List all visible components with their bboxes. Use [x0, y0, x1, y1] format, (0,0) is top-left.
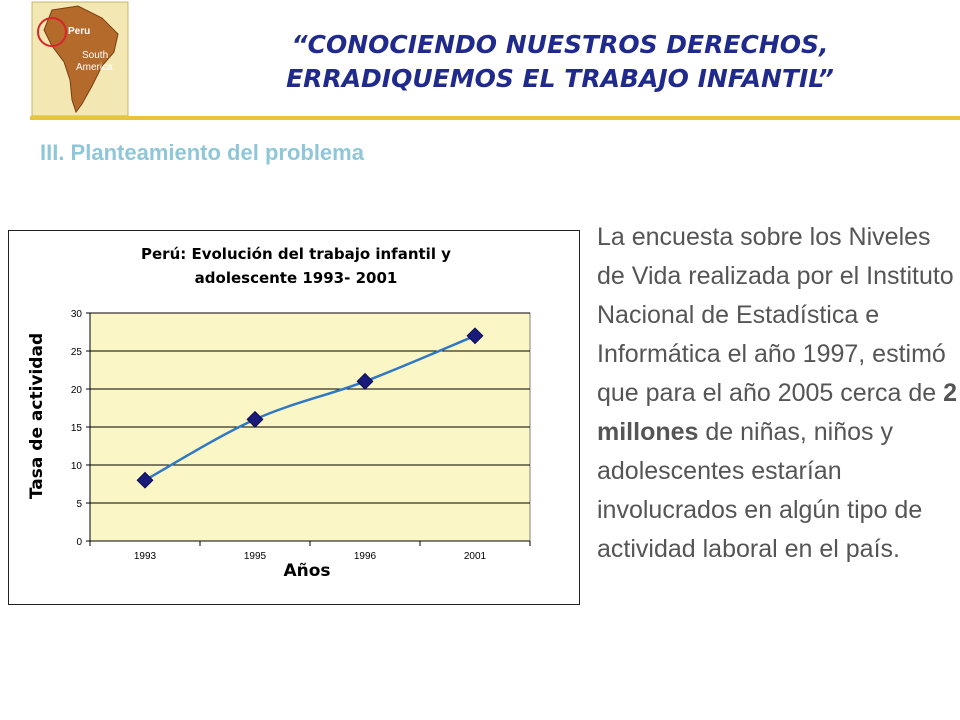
x-axis-label: Años [283, 561, 330, 581]
logo-text-south: South [82, 50, 108, 61]
page-title: “CONOCIENDO NUESTROS DERECHOS, ERRADIQUE… [180, 28, 940, 96]
y-tick-label-0: 0 [76, 537, 82, 548]
y-tick-label-2: 10 [71, 461, 83, 472]
x-tick-label-0: 1993 [134, 551, 157, 562]
y-tick-label-5: 25 [71, 347, 83, 358]
y-tick-label-6: 30 [71, 309, 83, 320]
body-text-part-2: de niñas, niños y adolescentes estarían … [597, 418, 923, 563]
y-tick-label-3: 15 [71, 423, 83, 434]
logo-text-america: America [76, 62, 113, 73]
peru-south-america-logo: Peru South America [30, 0, 130, 118]
body-text-part-1: La encuesta sobre los Niveles de Vida re… [597, 223, 954, 407]
body-text-bold: 2 millones [597, 379, 957, 446]
chart-title-line-1: Perú: Evolución del trabajo infantil y [141, 245, 451, 263]
chart-title-line-2: adolescente 1993- 2001 [195, 269, 398, 287]
page-title-line-1: “CONOCIENDO NUESTROS DERECHOS, [291, 30, 829, 59]
section-heading: III. Planteamiento del problema [40, 140, 364, 165]
page-title-line-2: ERRADIQUEMOS EL TRABAJO INFANTIL” [286, 64, 834, 93]
data-point-2001 [466, 327, 484, 345]
series-line-0 [144, 334, 476, 482]
logo-text-peru: Peru [68, 26, 90, 37]
header-divider [30, 116, 960, 120]
y-axis-label: Tasa de actividad [27, 333, 47, 499]
data-point-1995 [246, 410, 264, 428]
data-point-1996 [356, 372, 374, 390]
y-tick-label-4: 20 [71, 385, 83, 396]
data-point-1993 [136, 471, 154, 489]
x-tick-label-2: 1996 [354, 551, 377, 562]
y-tick-label-1: 5 [76, 499, 82, 510]
line-chart: Perú: Evolución del trabajo infantil y a… [27, 245, 531, 581]
x-tick-label-3: 2001 [464, 551, 487, 562]
body-paragraph: La encuesta sobre los Niveles de Vida re… [597, 218, 959, 569]
x-tick-label-1: 1995 [244, 551, 267, 562]
chart-frame: Perú: Evolución del trabajo infantil y a… [8, 230, 580, 605]
